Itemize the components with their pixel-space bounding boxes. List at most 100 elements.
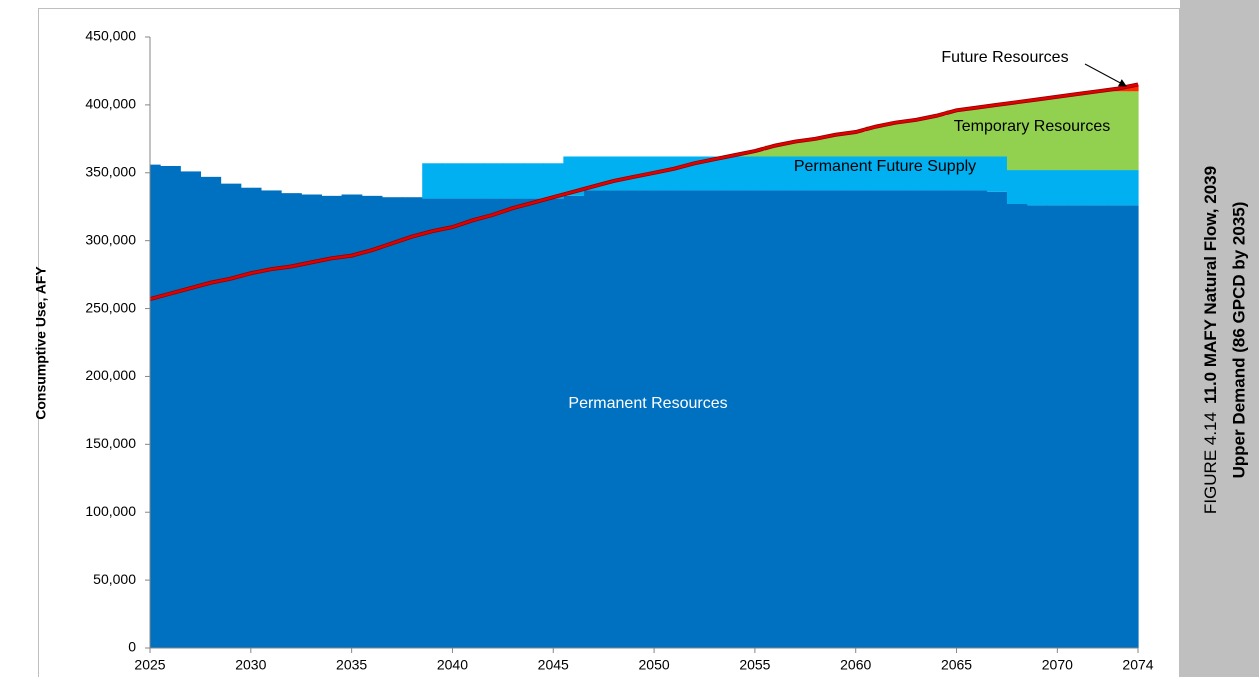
area-step bbox=[462, 163, 484, 199]
area-step bbox=[442, 163, 464, 199]
area-step bbox=[240, 187, 262, 649]
area-step bbox=[1107, 91, 1129, 171]
area-step bbox=[523, 163, 544, 199]
area-step bbox=[543, 198, 564, 648]
x-tick-label: 2040 bbox=[437, 657, 468, 673]
area-step bbox=[926, 190, 948, 648]
area-step bbox=[1047, 96, 1069, 171]
area-step bbox=[966, 156, 988, 191]
annotation: Permanent Resources bbox=[568, 395, 727, 412]
area-step bbox=[906, 190, 927, 648]
area-step bbox=[563, 195, 585, 649]
area-step bbox=[502, 163, 524, 199]
area-step bbox=[1087, 91, 1109, 171]
area-step bbox=[1087, 205, 1109, 648]
area-step bbox=[1067, 170, 1089, 206]
area-step bbox=[150, 164, 161, 648]
area-step bbox=[523, 198, 544, 648]
area-step bbox=[704, 190, 726, 648]
area-step bbox=[543, 163, 564, 199]
area-step bbox=[845, 132, 867, 157]
area-step bbox=[785, 141, 806, 157]
area-step bbox=[623, 190, 645, 648]
area-step bbox=[1127, 91, 1139, 171]
area-step bbox=[906, 156, 927, 191]
area-step bbox=[805, 138, 827, 157]
y-tick-label: 250,000 bbox=[85, 299, 136, 315]
area-step bbox=[1027, 99, 1048, 171]
area-step bbox=[805, 156, 827, 191]
area-step bbox=[946, 110, 968, 157]
area-step bbox=[361, 195, 383, 649]
area-step bbox=[684, 190, 706, 648]
area-step bbox=[764, 145, 786, 157]
x-tick-label: 2060 bbox=[840, 657, 871, 673]
area-step bbox=[946, 156, 968, 191]
y-tick-label: 450,000 bbox=[85, 28, 136, 44]
area-step bbox=[845, 190, 867, 648]
area-step bbox=[926, 156, 948, 191]
area-step bbox=[906, 119, 927, 157]
x-tick-label: 2065 bbox=[941, 657, 972, 673]
area-step bbox=[583, 156, 605, 191]
area-step bbox=[402, 197, 423, 648]
area-step bbox=[744, 151, 766, 157]
y-axis-label: Consumptive Use, AFY bbox=[33, 266, 49, 420]
area-step bbox=[603, 190, 625, 648]
area-step bbox=[966, 190, 988, 648]
area-step bbox=[160, 165, 181, 648]
area-step bbox=[1047, 205, 1069, 648]
area-step bbox=[825, 156, 847, 191]
y-tick-label: 100,000 bbox=[85, 503, 136, 519]
x-tick-label: 2025 bbox=[134, 657, 165, 673]
area-step bbox=[583, 190, 605, 648]
area-step bbox=[724, 190, 746, 648]
x-tick-label: 2055 bbox=[739, 657, 770, 673]
area-step bbox=[301, 194, 322, 648]
area-step bbox=[1067, 94, 1089, 171]
area-step bbox=[926, 115, 948, 157]
area-step bbox=[1027, 170, 1048, 206]
area-step bbox=[1127, 84, 1139, 92]
side-panel bbox=[1180, 0, 1259, 677]
area-step bbox=[724, 156, 746, 191]
x-tick-label: 2030 bbox=[235, 657, 266, 673]
area-step bbox=[341, 194, 363, 648]
area-step bbox=[664, 190, 685, 648]
annotation: Temporary Resources bbox=[954, 118, 1111, 135]
area-step bbox=[825, 190, 847, 648]
area-step bbox=[764, 156, 786, 191]
y-tick-label: 300,000 bbox=[85, 231, 136, 247]
area-step bbox=[1127, 205, 1139, 648]
area-step bbox=[865, 190, 887, 648]
area-step bbox=[422, 198, 443, 648]
x-tick-label: 2050 bbox=[639, 657, 670, 673]
area-step bbox=[200, 176, 222, 648]
area-step bbox=[764, 190, 786, 648]
demand-line bbox=[149, 83, 1139, 301]
area-step bbox=[785, 156, 806, 191]
area-step bbox=[321, 195, 343, 649]
area-step bbox=[986, 104, 1008, 157]
area-step bbox=[865, 126, 887, 157]
y-tick-label: 150,000 bbox=[85, 435, 136, 451]
annotation: Future Resources bbox=[941, 49, 1068, 66]
area-step bbox=[664, 156, 685, 191]
area-step bbox=[1107, 205, 1129, 648]
area-step bbox=[482, 198, 504, 648]
area-step bbox=[785, 190, 806, 648]
area-step bbox=[946, 190, 968, 648]
area-step bbox=[1006, 204, 1028, 649]
area-step bbox=[825, 134, 847, 157]
x-tick-label: 2070 bbox=[1042, 657, 1073, 673]
chart-subtitle: Upper Demand (86 GPCD by 2035) bbox=[1229, 202, 1248, 479]
chart-frame bbox=[38, 8, 1180, 677]
area-step bbox=[502, 198, 524, 648]
area-step bbox=[744, 190, 766, 648]
area-step bbox=[422, 163, 443, 199]
annotation-arrow bbox=[1084, 63, 1127, 87]
area-step bbox=[563, 156, 585, 196]
area-step bbox=[704, 156, 726, 191]
area-step bbox=[644, 190, 665, 648]
